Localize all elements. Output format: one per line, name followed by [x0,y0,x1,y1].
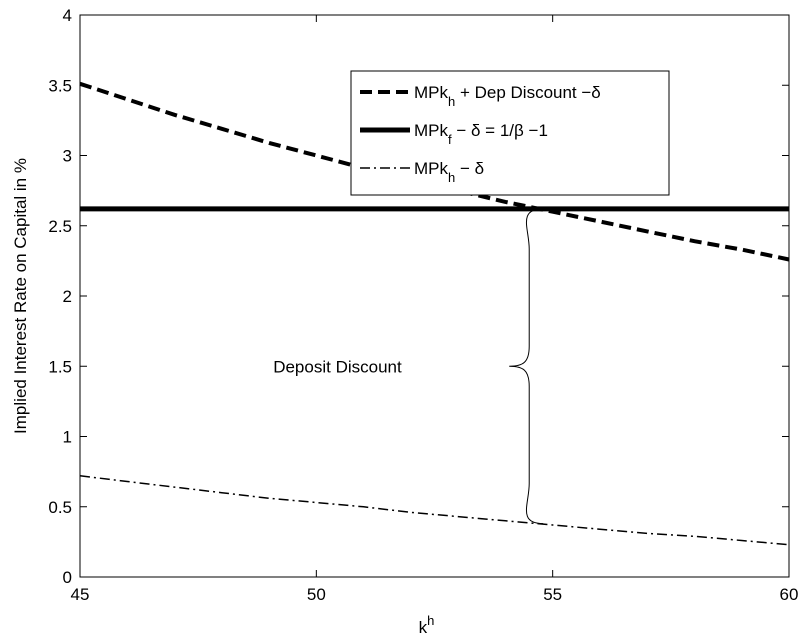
y-tick-label: 2 [63,287,72,306]
legend: MPkh + Dep Discount −δ MPkf − δ = 1/β −1 M… [350,70,670,196]
series-line-dashdot [79,475,790,546]
y-tick-label: 1.5 [48,357,72,376]
y-axis-label: Implied Interest Rate on Capital in % [11,158,30,434]
legend-entry: MPkh − δ [414,159,484,185]
y-tick-label: 3.5 [48,76,72,95]
legend-entry: MPkf − δ = 1/β −1 [414,121,548,147]
y-tick-label: 3 [63,147,72,166]
axes-layer: 45 50 55 60 0 0.5 1 1.5 2 2.5 3 3.5 4 kh Implied Inter… [11,6,798,637]
x-tick-label: 55 [543,585,562,604]
y-tick-label: 1 [63,428,72,447]
y-tick-label: 0 [63,568,72,587]
y-tick-label: 0.5 [48,498,72,517]
x-tick-label: 45 [71,585,90,604]
x-tick-label: 60 [780,585,799,604]
y-tick-label: 2.5 [48,217,72,236]
x-axis-label: kh [419,613,435,637]
x-tick-label: 50 [307,585,326,604]
annotation-label: Deposit Discount [273,357,402,376]
legend-entry: MPkh + Dep Discount −δ [414,83,601,109]
curly-brace [509,208,544,525]
y-tick-label: 4 [63,6,72,25]
